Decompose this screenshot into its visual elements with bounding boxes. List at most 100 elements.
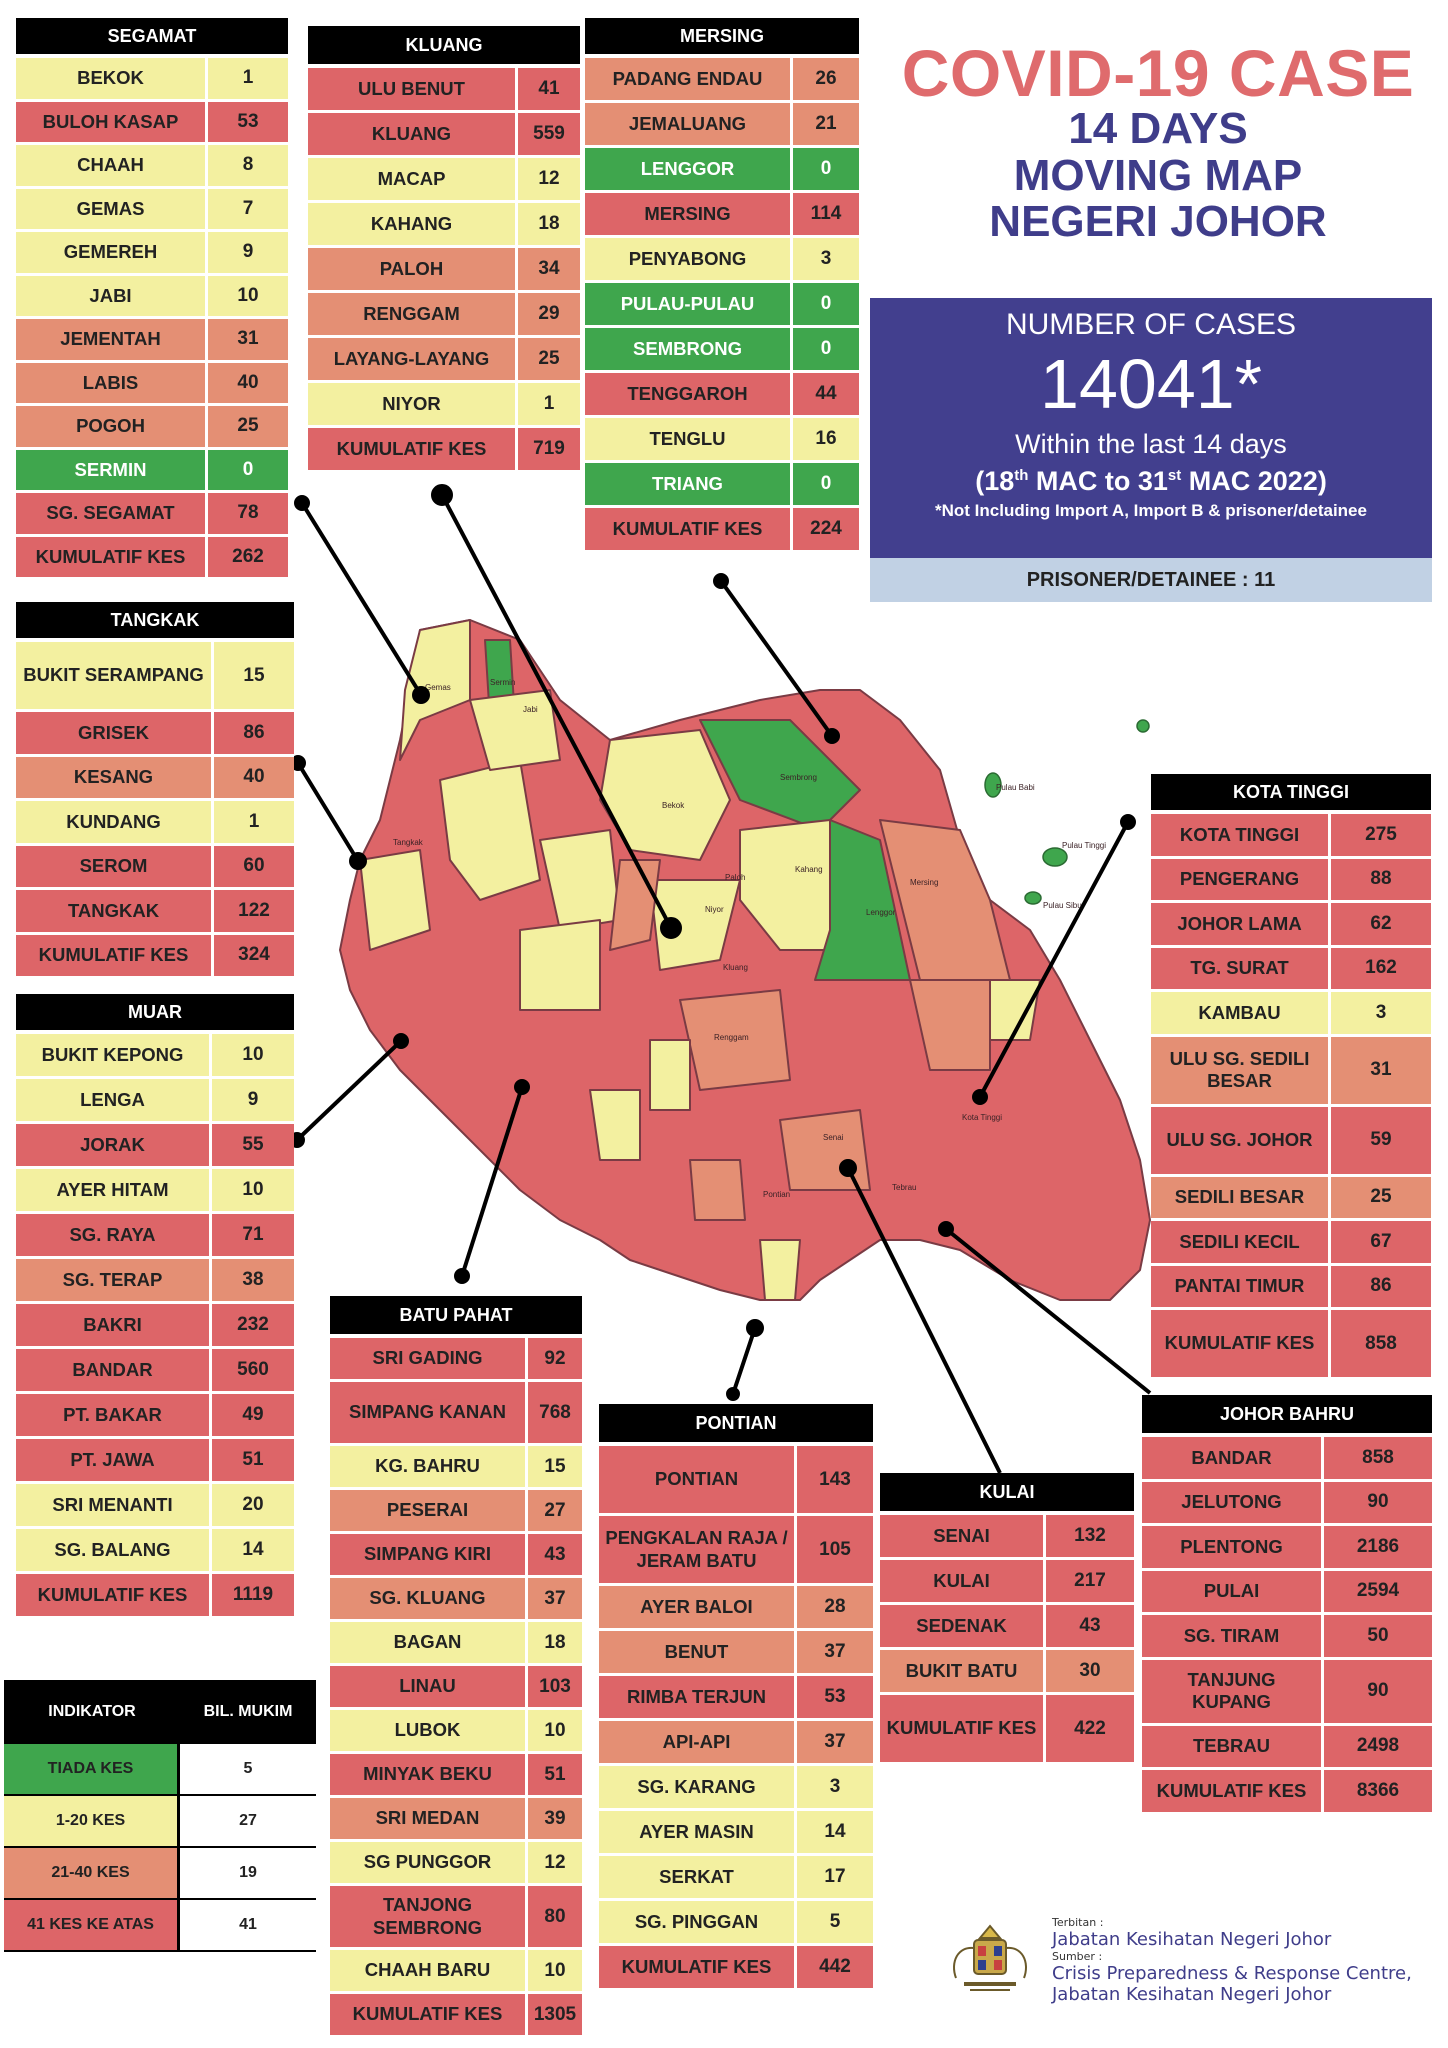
map-region-niyor [649, 879, 741, 971]
table-row: PULAU-PULAU 0 [585, 283, 859, 328]
mukim-name: POGOH [16, 406, 208, 447]
mukim-name: KESANG [16, 756, 214, 798]
title-main: COVID-19 CASE [901, 36, 1415, 110]
table-row: CHAAH BARU 10 [330, 1950, 582, 1994]
mukim-name: KUMULATIF KES [308, 428, 518, 470]
table-row: BANDAR 858 [1142, 1437, 1432, 1482]
table-mersing: MERSING PADANG ENDAU 26 JEMALUANG 21 LENGGOR 0… [585, 18, 859, 553]
mukim-name: ULU BENUT [308, 68, 518, 110]
table-row: LABIS 40 [16, 362, 288, 406]
mukim-name: KUMULATIF KES [16, 934, 214, 976]
mukim-case-count: 8 [242, 154, 254, 176]
mukim-name: GRISEK [16, 712, 214, 754]
mukim-case-count: 0 [820, 473, 832, 494]
table-row: KULAI 217 [880, 1560, 1134, 1605]
table-row: KUMULATIF KES 1119 [16, 1574, 294, 1619]
footer-terbitan: Jabatan Kesihatan Negeri Johor [1052, 1929, 1332, 1950]
map-region-senai [779, 1109, 871, 1191]
mukim-name: KG. BAHRU [330, 1446, 528, 1487]
mukim-case-count: 103 [539, 1675, 571, 1697]
map-region-serkat [759, 1239, 801, 1301]
mukim-case-count: 28 [824, 1596, 846, 1617]
mukim-name: CHAAH [16, 145, 208, 186]
mukim-case-count: 560 [237, 1359, 269, 1380]
mukim-case-count: 41 [538, 78, 560, 99]
table-row: SG. KLUANG 37 [330, 1578, 582, 1622]
mukim-name: KUMULATIF KES [1151, 1310, 1331, 1377]
mukim-case-count: 43 [1079, 1615, 1101, 1636]
mukim-name: LABIS [16, 362, 208, 403]
mukim-case-count: 2498 [1356, 1735, 1400, 1757]
footer-terbitan-label: Terbitan : [1052, 1916, 1104, 1929]
map-label-sermin: Sermin [490, 678, 515, 687]
table-row: AYER HITAM 10 [16, 1169, 294, 1214]
table-kota-tinggi: KOTA TINGGI KOTA TINGGI 275 PENGERANG 88 JOHO… [1151, 774, 1431, 1380]
table-row: SG. TIRAM 50 [1142, 1615, 1432, 1660]
connector-kota-tinggi [978, 821, 1130, 1098]
mukim-name: TENGGAROH [585, 373, 793, 415]
table-pontian: PONTIAN PONTIAN 143 PENGKALAN RAJA / JERAM … [599, 1404, 873, 1991]
mukim-name: KOTA TINGGI [1151, 814, 1331, 856]
table-row: API-API 37 [599, 1721, 873, 1766]
mukim-case-count: 21 [815, 113, 837, 134]
map-region-kambau [979, 979, 1041, 1041]
mukim-case-count: 60 [243, 855, 265, 877]
table-row: SG. SEGAMAT 78 [16, 493, 288, 537]
table-row: SG. TERAP 38 [16, 1259, 294, 1304]
table-row: KESANG 40 [16, 756, 294, 801]
table-row: KUMULATIF KES 858 [1151, 1310, 1431, 1380]
table-row: PENYABONG 3 [585, 238, 859, 283]
mukim-name: RIMBA TERJUN [599, 1676, 797, 1718]
mukim-name: SENAI [880, 1515, 1046, 1557]
mukim-name: SERMIN [16, 449, 208, 490]
mukim-name: SG. TIRAM [1142, 1615, 1324, 1657]
table-row: JOHOR LAMA 62 [1151, 903, 1431, 948]
mukim-name: LUBOK [330, 1710, 528, 1751]
mukim-name: KLUANG [308, 113, 518, 155]
mukim-name: BUKIT BATU [880, 1650, 1046, 1692]
table-row: PENGKALAN RAJA / JERAM BATU 105 [599, 1516, 873, 1586]
footer-sumber-label: Sumber : [1052, 1950, 1103, 1963]
table-row: KUMULATIF KES 224 [585, 508, 859, 553]
table-row: KUMULATIF KES 262 [16, 536, 288, 580]
mukim-name: PESERAI [330, 1490, 528, 1531]
table-row: PANTAI TIMUR 86 [1151, 1265, 1431, 1310]
table-row: JELUTONG 90 [1142, 1481, 1432, 1526]
mukim-name: MINYAK BEKU [330, 1754, 528, 1795]
mukim-case-count: 49 [242, 1404, 264, 1425]
table-row: TENGGAROH 44 [585, 373, 859, 418]
table-row: BUKIT KEPONG 10 [16, 1034, 294, 1079]
mukim-name: GEMAS [16, 188, 208, 229]
table-row: SERMIN 0 [16, 449, 288, 493]
table-row: SRI MENANTI 20 [16, 1484, 294, 1529]
legend-category: TIADA KES [4, 1744, 180, 1794]
mukim-name: KAHANG [308, 203, 518, 245]
mukim-case-count: 40 [243, 766, 265, 788]
table-row: LUBOK 10 [330, 1710, 582, 1754]
mukim-name: API-API [599, 1721, 797, 1763]
mukim-case-count: 38 [242, 1269, 264, 1290]
legend-header-count: BIL. MUKIM [203, 1703, 293, 1720]
table-header: TANGKAK [16, 602, 294, 642]
islands [984, 719, 1150, 905]
mukim-name: MERSING [585, 193, 793, 235]
mukim-name: BEKOK [16, 58, 208, 99]
mukim-name: BAGAN [330, 1622, 528, 1663]
mukim-case-count: 122 [238, 899, 270, 921]
mukim-name: SG. BALANG [16, 1529, 212, 1571]
mukim-case-count: 768 [539, 1401, 571, 1423]
mukim-name: SEDILI BESAR [1151, 1176, 1331, 1218]
table-row: SEDENAK 43 [880, 1605, 1134, 1650]
mukim-case-count: 34 [538, 258, 560, 279]
mukim-case-count: 162 [1365, 957, 1397, 979]
table-row: AYER MASIN 14 [599, 1811, 873, 1856]
mukim-name: BUKIT SERAMPANG [16, 642, 214, 709]
mukim-case-count: 29 [538, 303, 560, 324]
mukim-name: PULAI [1142, 1570, 1324, 1612]
table-row: ULU SG. SEDILI BESAR 31 [1151, 1036, 1431, 1107]
map-region-bukit-kepong [469, 689, 561, 771]
mukim-name: PULAU-PULAU [585, 283, 793, 325]
map-label-renggam: Renggam [714, 1033, 749, 1042]
table-row: SG. PINGGAN 5 [599, 1901, 873, 1946]
mukim-case-count: 18 [544, 1631, 566, 1653]
